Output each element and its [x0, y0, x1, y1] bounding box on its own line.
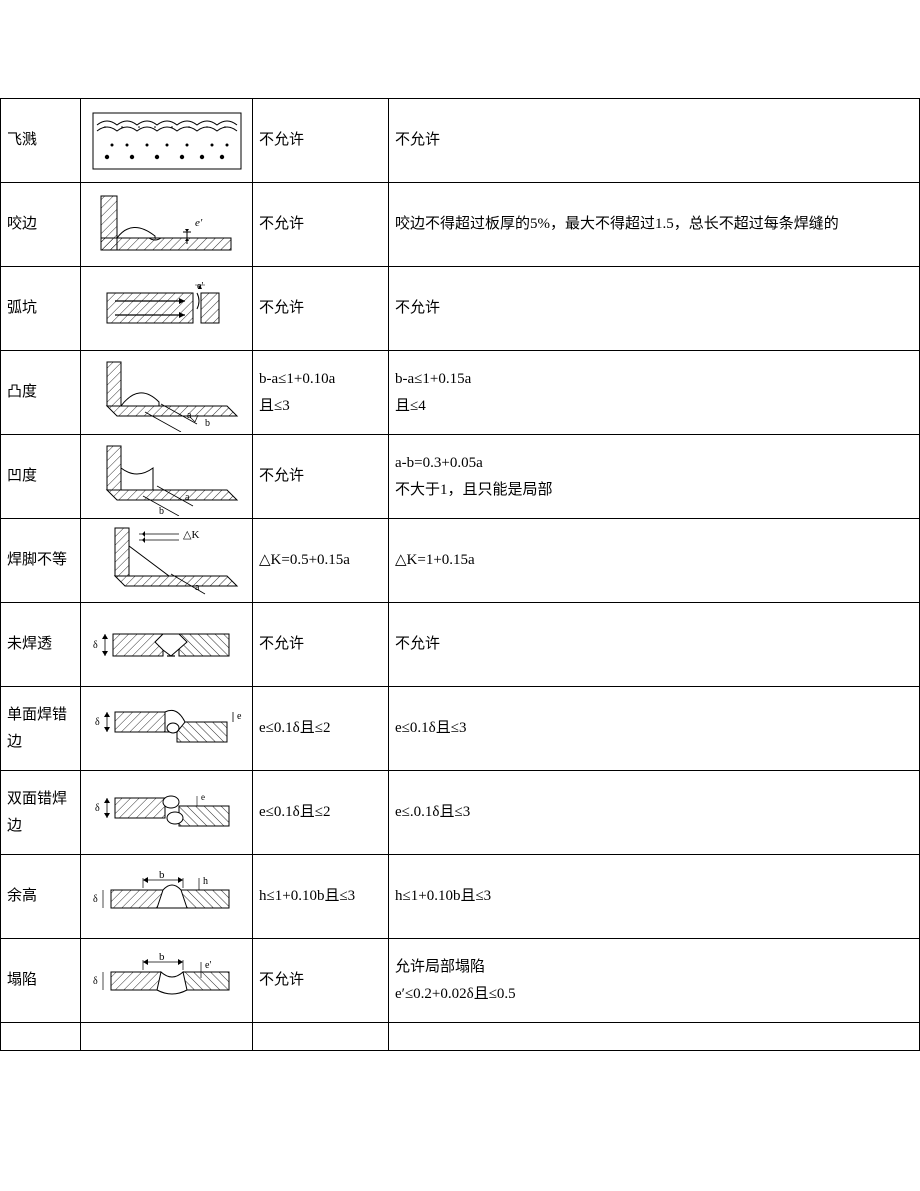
defect-diagram: △K a: [81, 519, 253, 603]
defect-diagram: b h δ: [81, 855, 253, 939]
svg-text:b: b: [205, 418, 210, 429]
table-row-empty: [1, 1023, 920, 1051]
defect-name: 弧坑: [1, 267, 81, 351]
criterion-2: a-b=0.3+0.05a不大于1，且只能是局部: [389, 435, 920, 519]
defect-diagram: a b: [81, 351, 253, 435]
svg-text:e: e: [237, 711, 242, 722]
defect-diagram: [81, 99, 253, 183]
empty-cell: [389, 1023, 920, 1051]
criterion-1: △K=0.5+0.15a: [253, 519, 389, 603]
defect-name: 凹度: [1, 435, 81, 519]
table-row: 未焊透 δ 不允许不允许: [1, 603, 920, 687]
table-row: 咬边 e' 不允许咬边不得超过板厚的5%，最大不得超过1.5，总长不超过每条焊缝…: [1, 183, 920, 267]
criterion-1: b-a≤1+0.10a且≤3: [253, 351, 389, 435]
criterion-2: 不允许: [389, 99, 920, 183]
criterion-1: e≤0.1δ且≤2: [253, 687, 389, 771]
criterion-1: h≤1+0.10b且≤3: [253, 855, 389, 939]
svg-text:e': e': [205, 960, 211, 971]
criterion-2: b-a≤1+0.15a且≤4: [389, 351, 920, 435]
criterion-2: 允许局部塌陷e′≤0.2+0.02δ且≤0.5: [389, 939, 920, 1023]
svg-text:δ: δ: [93, 976, 98, 987]
defect-name: 单面焊错边: [1, 687, 81, 771]
criterion-2: △K=1+0.15a: [389, 519, 920, 603]
defects-table: 飞溅 不允许不允许咬边 e' 不允许咬边不: [0, 98, 920, 1051]
empty-cell: [1, 1023, 81, 1051]
svg-text:b: b: [159, 951, 165, 963]
table-row: 飞溅 不允许不允许: [1, 99, 920, 183]
empty-cell: [253, 1023, 389, 1051]
defect-diagram: b e' δ: [81, 939, 253, 1023]
svg-text:e': e': [195, 217, 203, 229]
table-row: 凹度 a b 不允许a-b=0.3+0.05a不大于1，且只能是局部: [1, 435, 920, 519]
defect-name: 飞溅: [1, 99, 81, 183]
table-row: 焊脚不等 △K a △K=0.5+0.15a△K=1+0.15a: [1, 519, 920, 603]
defect-diagram: e': [81, 183, 253, 267]
table-row: 双面错焊边 δ e e≤0.1δ且≤2e≤.0.1δ且≤3: [1, 771, 920, 855]
criterion-1: 不允许: [253, 939, 389, 1023]
defect-diagram: a b: [81, 435, 253, 519]
defect-name: 塌陷: [1, 939, 81, 1023]
svg-text:a: a: [195, 582, 200, 593]
svg-text:△K: △K: [183, 529, 199, 541]
defect-name: 咬边: [1, 183, 81, 267]
table-row: 塌陷 b e' δ 不允许允许局部塌陷e′≤0.2+0.02δ且≤0.5: [1, 939, 920, 1023]
svg-text:δ: δ: [95, 803, 100, 814]
table-row: 凸度 a b b-a≤1+0.10a且≤3b-a≤1+0.15a且≤4: [1, 351, 920, 435]
svg-text:a: a: [185, 492, 190, 503]
table-row: 余高 b h δ h≤1+0.10b且≤3h≤1+0.10b且≤3: [1, 855, 920, 939]
table-row: 弧坑 e' 不允许不允许: [1, 267, 920, 351]
defect-diagram: δ e: [81, 687, 253, 771]
criterion-2: e≤.0.1δ且≤3: [389, 771, 920, 855]
criterion-2: 咬边不得超过板厚的5%，最大不得超过1.5，总长不超过每条焊缝的: [389, 183, 920, 267]
criterion-2: 不允许: [389, 267, 920, 351]
svg-text:a: a: [187, 410, 192, 421]
defect-name: 余高: [1, 855, 81, 939]
defect-name: 未焊透: [1, 603, 81, 687]
defect-name: 双面错焊边: [1, 771, 81, 855]
svg-text:b: b: [159, 869, 165, 881]
defect-name: 凸度: [1, 351, 81, 435]
criterion-2: h≤1+0.10b且≤3: [389, 855, 920, 939]
criterion-2: 不允许: [389, 603, 920, 687]
svg-text:δ: δ: [93, 894, 98, 905]
criterion-1: 不允许: [253, 603, 389, 687]
table-row: 单面焊错边 δ e e≤0.1δ且≤2e≤0.1δ且≤3: [1, 687, 920, 771]
criterion-1: e≤0.1δ且≤2: [253, 771, 389, 855]
defect-name: 焊脚不等: [1, 519, 81, 603]
criterion-1: 不允许: [253, 267, 389, 351]
svg-text:δ: δ: [93, 640, 98, 651]
svg-text:b: b: [159, 506, 164, 516]
svg-text:δ: δ: [95, 717, 100, 728]
defect-diagram: e': [81, 267, 253, 351]
criterion-1: 不允许: [253, 183, 389, 267]
empty-cell: [81, 1023, 253, 1051]
criterion-1: 不允许: [253, 435, 389, 519]
svg-text:h: h: [203, 876, 208, 887]
defect-diagram: δ: [81, 603, 253, 687]
defect-diagram: δ e: [81, 771, 253, 855]
criterion-2: e≤0.1δ且≤3: [389, 687, 920, 771]
criterion-1: 不允许: [253, 99, 389, 183]
svg-text:e: e: [201, 792, 205, 802]
